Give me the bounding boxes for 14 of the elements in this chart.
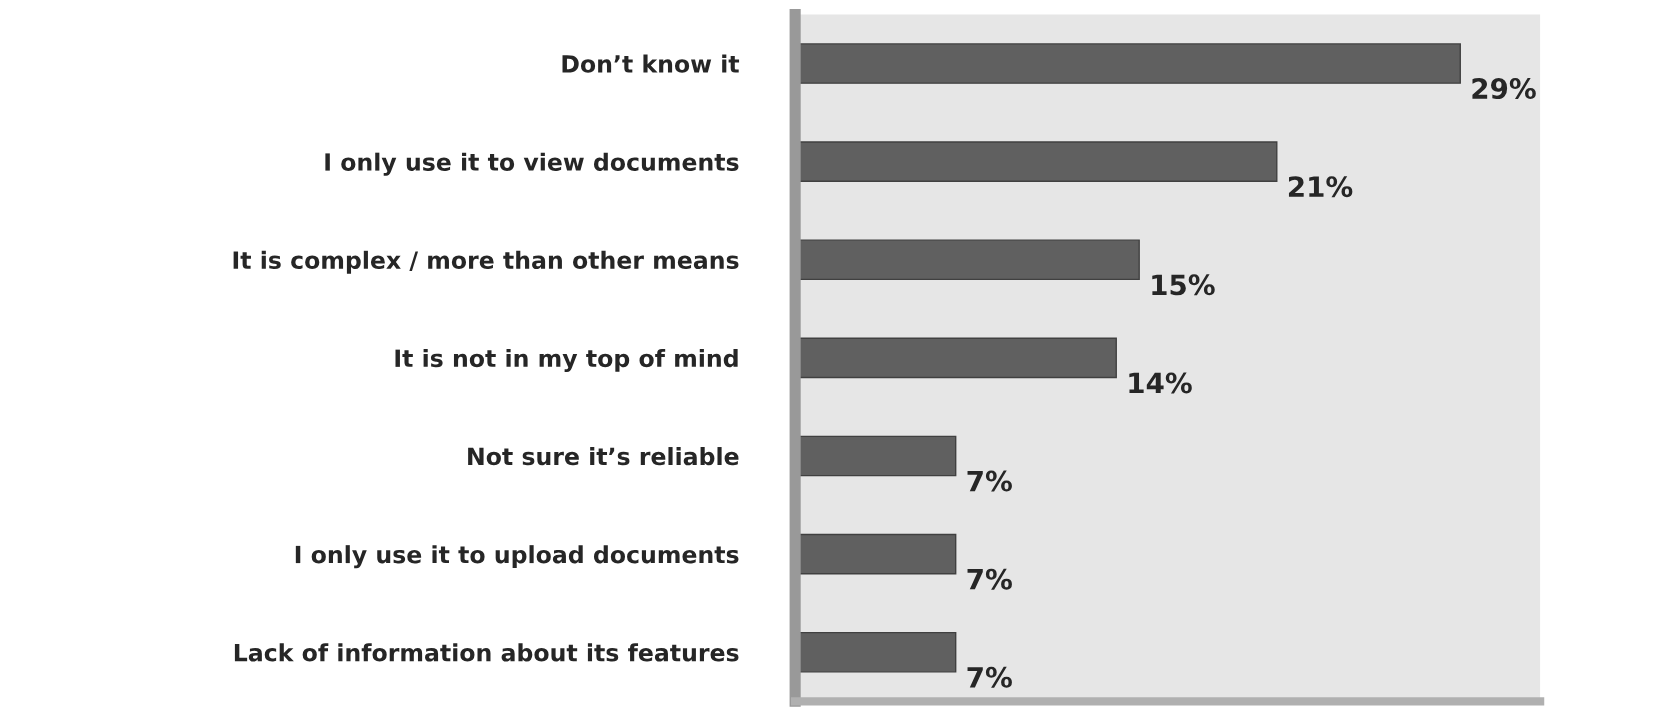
data-label: 14% <box>1129 372 1192 394</box>
y-tick-label: I only use it to view documents <box>325 152 739 176</box>
y-tick-label: Don’t know it <box>562 54 740 73</box>
y-tick-label: Lack of information about its features <box>234 643 739 662</box>
data-label: 15% <box>1152 274 1215 296</box>
data-label: 21% <box>1288 176 1353 198</box>
data-label: 7% <box>967 470 1012 492</box>
data-label: 7% <box>967 568 1012 590</box>
data-label: 29% <box>1472 78 1536 100</box>
y-tick-label: I only use it to upload documents <box>295 545 739 569</box>
y-tick-label: It is complex / more than other means <box>233 250 739 274</box>
data-label: 7% <box>967 666 1012 688</box>
y-tick-label: It is not in my top of mind <box>395 348 738 372</box>
y-tick-label: Not sure it’s reliable <box>468 447 739 466</box>
